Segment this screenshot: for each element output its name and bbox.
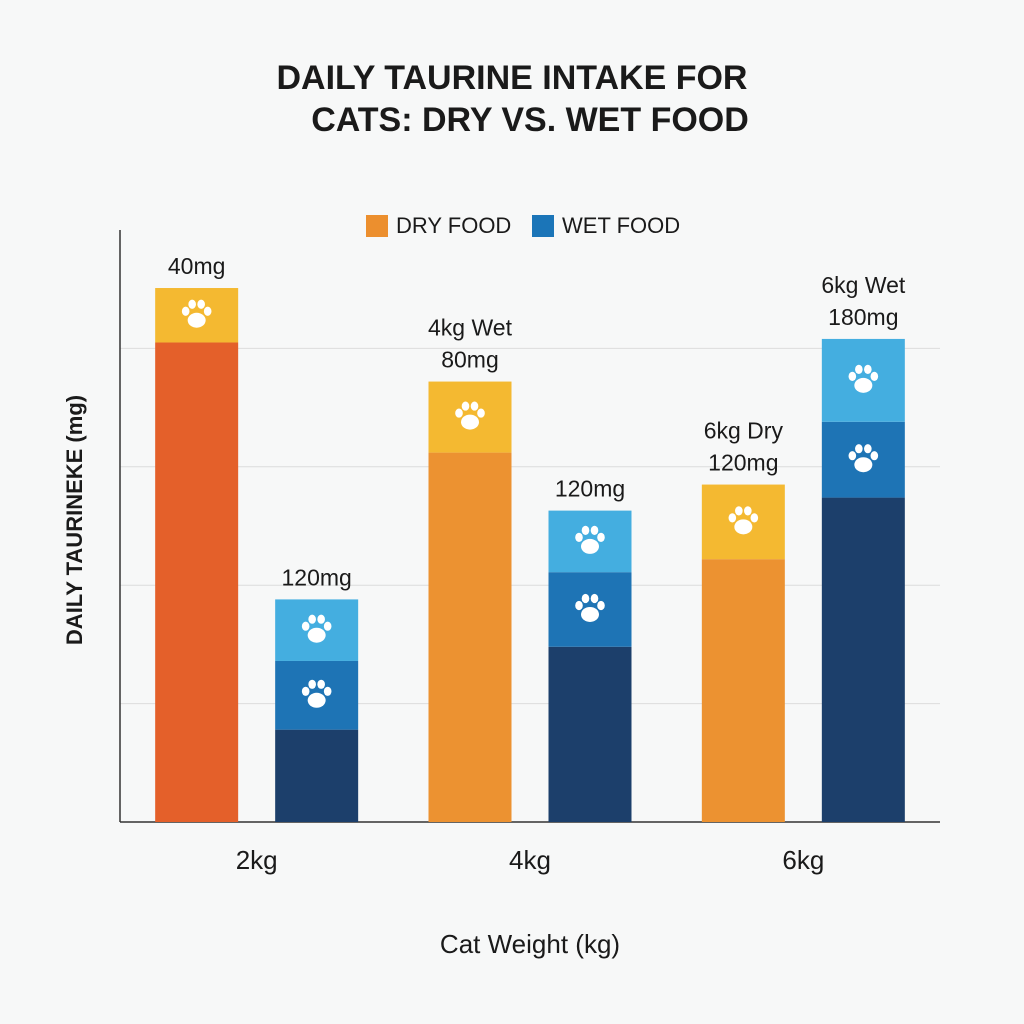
paw-pad — [854, 457, 873, 473]
paw-pad — [187, 312, 206, 328]
bar-segment — [821, 497, 905, 822]
paw-toe — [597, 532, 605, 542]
paw-pad — [307, 692, 326, 708]
bar-annotation: 6kg Dry — [704, 418, 784, 444]
chart-title: DAILY TAURINE INTAKE FOR — [277, 59, 748, 97]
legend-label: DRY FOOD — [396, 213, 511, 238]
paw-toe — [203, 306, 212, 316]
paw-pad — [734, 519, 753, 535]
paw-toe — [575, 600, 583, 611]
paw-toe — [197, 299, 205, 309]
x-tick-label: 4kg — [509, 845, 551, 875]
bar-segment — [275, 729, 359, 822]
paw-icon — [848, 444, 879, 473]
paw-toe — [461, 401, 470, 411]
paw-toe — [750, 513, 759, 523]
bar-segment — [155, 342, 239, 822]
legend-label: WET FOOD — [562, 213, 680, 238]
paw-toe — [308, 614, 316, 624]
paw-toe — [455, 408, 463, 418]
paw-toe — [735, 506, 743, 516]
paw-icon — [301, 614, 332, 643]
paw-toe — [181, 306, 190, 316]
paw-toe — [323, 621, 332, 631]
paw-pad — [854, 377, 873, 393]
paw-toe — [477, 408, 485, 418]
paw-pad — [307, 627, 326, 643]
bar-annotation: 120mg — [282, 564, 352, 590]
y-axis-label: DAILY TAURINEKE (mg) — [62, 395, 87, 645]
paw-toe — [323, 686, 332, 696]
paw-toe — [301, 621, 310, 631]
paw-toe — [864, 364, 872, 374]
paw-toe — [597, 600, 605, 611]
paw-toe — [581, 593, 590, 604]
legend-swatch — [532, 215, 554, 237]
bar-annotation: 120mg — [555, 476, 625, 502]
paw-toe — [728, 513, 737, 523]
paw-toe — [848, 451, 857, 461]
bar-annotation: 120mg — [708, 450, 778, 476]
paw-toe — [590, 525, 599, 535]
bar-annotation: 80mg — [441, 347, 499, 373]
legend-swatch — [366, 215, 388, 237]
bar-segment — [701, 559, 785, 822]
bar-annotation: 6kg Wet — [821, 272, 906, 298]
paw-toe — [301, 686, 310, 696]
paw-toe — [575, 532, 583, 542]
x-tick-label: 6kg — [782, 845, 824, 875]
paw-toe — [870, 451, 879, 461]
paw-toe — [744, 506, 752, 516]
bar-segment — [428, 452, 512, 822]
paw-toe — [870, 371, 879, 381]
paw-toe — [317, 614, 325, 624]
bar-segment — [548, 646, 632, 822]
paw-toe — [470, 401, 479, 411]
paw-icon — [181, 299, 212, 328]
paw-pad — [581, 606, 599, 622]
paw-icon — [575, 525, 605, 554]
bar-annotation: 4kg Wet — [428, 315, 513, 341]
paw-toe — [855, 444, 863, 454]
paw-icon — [848, 364, 879, 393]
bar-annotation: 180mg — [828, 304, 898, 330]
paw-icon — [728, 506, 759, 535]
paw-toe — [317, 679, 325, 689]
paw-toe — [188, 299, 196, 309]
bar-annotation: 40mg — [168, 253, 226, 279]
paw-pad — [581, 538, 599, 554]
paw-toe — [590, 593, 599, 604]
paw-toe — [864, 444, 872, 454]
paw-pad — [461, 414, 479, 430]
chart-title: CATS: DRY VS. WET FOOD — [311, 101, 749, 139]
paw-toe — [308, 679, 316, 689]
paw-toe — [848, 371, 857, 381]
paw-toe — [581, 525, 590, 535]
paw-icon — [575, 593, 605, 622]
x-tick-label: 2kg — [236, 845, 278, 875]
x-axis-label: Cat Weight (kg) — [440, 929, 620, 959]
paw-icon — [455, 401, 485, 430]
paw-icon — [301, 679, 332, 708]
paw-toe — [855, 364, 863, 374]
